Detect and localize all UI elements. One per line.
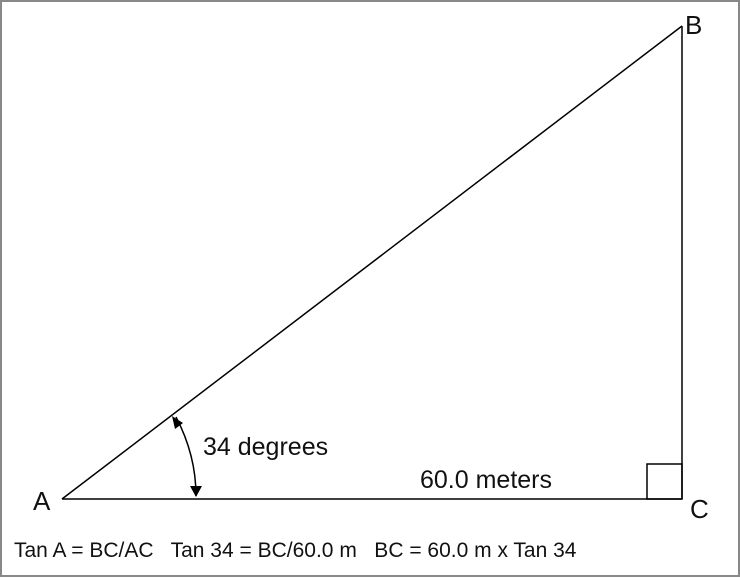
angle-arrowhead-top: [172, 416, 183, 429]
vertex-label-a: A: [33, 486, 51, 516]
vertex-label-b: B: [685, 10, 702, 40]
formula-text: Tan A = BC/AC Tan 34 = BC/60.0 m BC = 60…: [14, 539, 577, 562]
angle-arrowhead-bottom: [190, 486, 202, 497]
hypotenuse-ab: [61, 25, 683, 500]
angle-label: 34 degrees: [203, 433, 328, 461]
base-length-label: 60.0 meters: [420, 466, 552, 494]
right-angle-marker: [646, 463, 683, 500]
vertex-label-c: C: [690, 494, 709, 524]
